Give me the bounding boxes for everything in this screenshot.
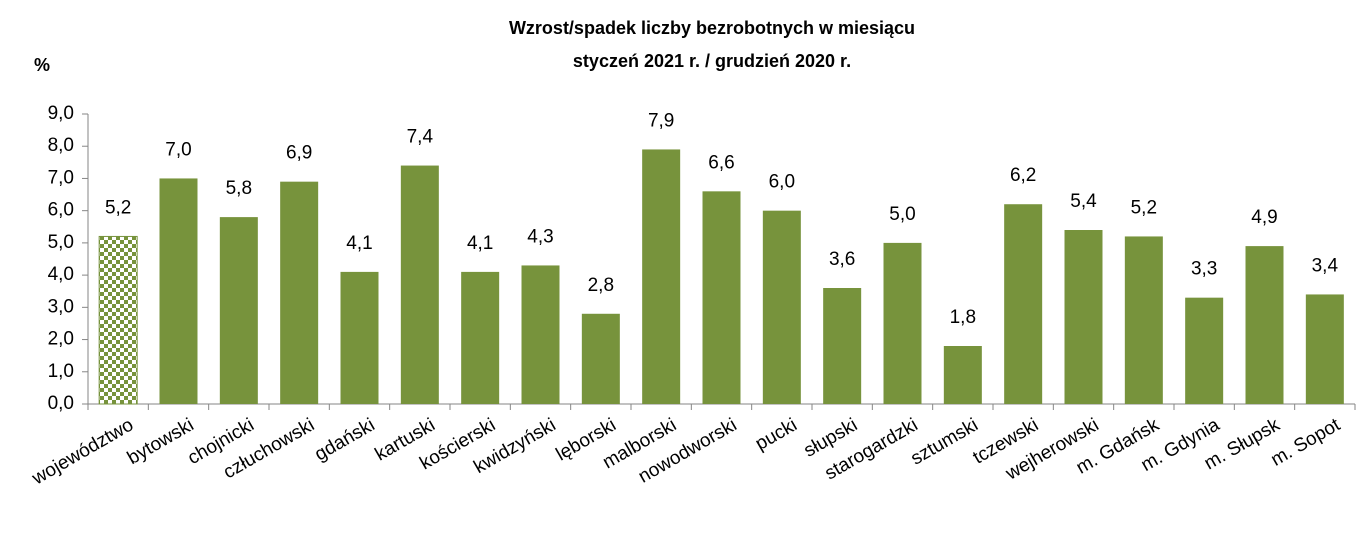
value-label: 7,9	[648, 110, 674, 131]
bar	[642, 149, 681, 404]
value-label: 4,3	[527, 226, 553, 247]
x-tick-label: m. Sopot	[1267, 414, 1344, 471]
x-tick-label: pucki	[752, 414, 801, 454]
chart-title: Wzrost/spadek liczby bezrobotnych w mies…	[509, 18, 915, 38]
bar	[943, 346, 982, 404]
y-tick-label: 3,0	[48, 296, 74, 317]
value-label: 5,0	[889, 204, 915, 225]
value-label: 6,0	[769, 172, 795, 193]
value-label: 3,4	[1312, 255, 1339, 276]
value-label: 4,9	[1251, 207, 1277, 228]
bar	[1124, 236, 1163, 404]
value-label: 7,4	[407, 127, 434, 148]
y-tick-label: 5,0	[48, 232, 74, 253]
y-tick-label: 9,0	[48, 103, 74, 124]
bar	[400, 165, 439, 404]
bar	[1305, 294, 1344, 404]
y-tick-label: 4,0	[48, 264, 74, 285]
value-label: 6,6	[708, 152, 734, 173]
chart-subtitle: styczeń 2021 r. / grudzień 2020 r.	[573, 51, 851, 71]
value-label: 7,0	[165, 139, 191, 160]
bar	[340, 271, 379, 404]
value-label: 5,8	[226, 178, 252, 199]
bar	[883, 242, 922, 404]
value-label: 4,1	[467, 233, 493, 254]
bar	[521, 265, 560, 404]
bar	[219, 217, 258, 404]
bar	[461, 271, 500, 404]
value-label: 6,2	[1010, 165, 1036, 186]
y-tick-label: 1,0	[48, 361, 74, 382]
x-tick-label: sztumski	[907, 414, 982, 469]
y-tick-label: 0,0	[48, 393, 74, 414]
bar	[762, 210, 801, 404]
y-tick-label: 2,0	[48, 329, 74, 350]
value-label: 4,1	[346, 233, 372, 254]
bar	[1064, 230, 1103, 404]
value-label: 3,3	[1191, 259, 1217, 280]
bar	[1245, 246, 1284, 404]
value-label: 5,2	[105, 197, 131, 218]
bar	[159, 178, 198, 404]
value-label: 2,8	[588, 275, 614, 296]
y-axis-label: %	[34, 55, 50, 75]
value-label: 3,6	[829, 249, 855, 270]
bar	[823, 288, 862, 404]
bar	[280, 181, 319, 404]
bar	[581, 313, 620, 404]
bar	[1185, 297, 1224, 404]
y-tick-label: 8,0	[48, 135, 74, 156]
y-tick-label: 6,0	[48, 200, 74, 221]
bar	[98, 235, 138, 405]
x-tick-label: bytowski	[124, 414, 198, 469]
y-tick-label: 7,0	[48, 167, 74, 188]
x-tick-label: województwo	[28, 414, 137, 489]
value-label: 6,9	[286, 143, 312, 164]
bar	[702, 191, 741, 404]
bar	[1004, 204, 1043, 404]
x-tick-label: gdański	[311, 414, 378, 465]
value-label: 5,4	[1070, 191, 1097, 212]
value-label: 1,8	[950, 307, 976, 328]
value-label: 5,2	[1131, 197, 1157, 218]
